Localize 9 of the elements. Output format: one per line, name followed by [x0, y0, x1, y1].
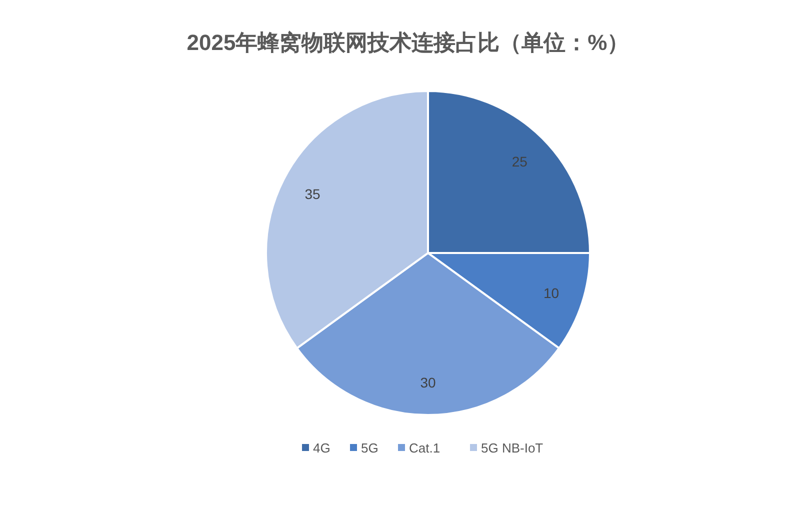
legend-label: 5G	[361, 440, 378, 456]
legend-label: Cat.1	[409, 440, 440, 456]
data-label: 10	[543, 285, 560, 302]
legend-label: 4G	[313, 440, 330, 456]
data-label: 30	[420, 374, 436, 391]
legend-label: 5G NB-IoT	[481, 440, 544, 456]
data-label: 25	[512, 153, 528, 170]
data-label: 35	[304, 186, 321, 202]
chart-title: 2025年蜂窝物联网技术连接占比（单位：%）	[186, 30, 630, 55]
